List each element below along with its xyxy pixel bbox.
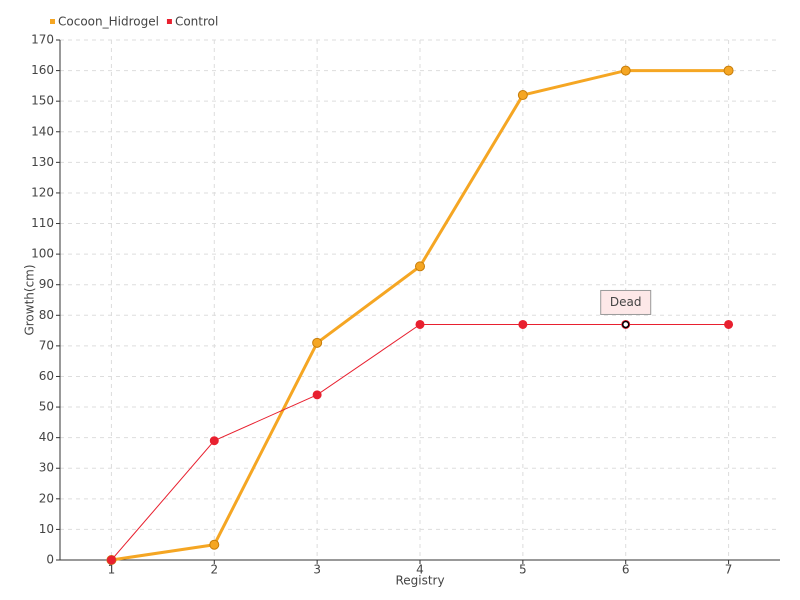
y-tick-label: 20 <box>39 491 54 505</box>
data-point <box>620 65 631 76</box>
data-point <box>415 319 425 329</box>
data-point <box>415 261 425 272</box>
y-tick-label: 110 <box>31 216 54 230</box>
y-tick-label: 70 <box>39 338 54 352</box>
x-tick-label: 6 <box>622 563 630 577</box>
data-point <box>518 319 528 329</box>
y-tick-label: 90 <box>39 277 54 291</box>
x-tick-label: 4 <box>416 563 424 577</box>
y-tick-label: 130 <box>31 155 54 169</box>
y-axis-label: Growth(cm) <box>23 264 37 335</box>
x-tick-label: 7 <box>725 563 733 577</box>
y-tick-label: 50 <box>39 400 54 414</box>
y-tick-label: 160 <box>31 63 54 77</box>
legend-swatch <box>50 19 55 24</box>
y-tick-label: 170 <box>31 33 54 47</box>
y-tick-label: 60 <box>39 369 54 383</box>
x-tick-label: 1 <box>108 563 116 577</box>
data-point <box>312 337 323 348</box>
legend-swatch <box>166 19 172 24</box>
y-tick-label: 140 <box>31 124 54 138</box>
legend-label: Cocoon_Hidrogel <box>58 15 159 29</box>
y-tick-label: 10 <box>39 522 54 536</box>
y-tick-label: 150 <box>31 94 54 108</box>
y-tick-label: 0 <box>46 553 54 567</box>
y-tick-label: 100 <box>31 247 54 261</box>
data-point <box>312 390 322 400</box>
annotation-box <box>600 289 652 315</box>
data-point <box>723 65 734 76</box>
x-tick-label: 2 <box>210 563 218 577</box>
x-tick-label: 5 <box>519 563 527 577</box>
data-point <box>724 319 734 329</box>
y-tick-label: 80 <box>39 308 54 322</box>
x-tick-label: 3 <box>313 563 321 577</box>
y-tick-label: 30 <box>39 461 54 475</box>
annotation-text: Dead <box>610 295 642 309</box>
y-tick-label: 40 <box>39 430 54 444</box>
data-point <box>517 90 528 101</box>
legend-label: Control <box>175 15 218 29</box>
data-point <box>209 436 219 446</box>
annotation-point <box>621 320 630 329</box>
y-tick-label: 120 <box>31 185 54 199</box>
data-point <box>209 539 220 550</box>
data-point <box>106 555 116 565</box>
x-axis-label: Registry <box>395 574 444 588</box>
